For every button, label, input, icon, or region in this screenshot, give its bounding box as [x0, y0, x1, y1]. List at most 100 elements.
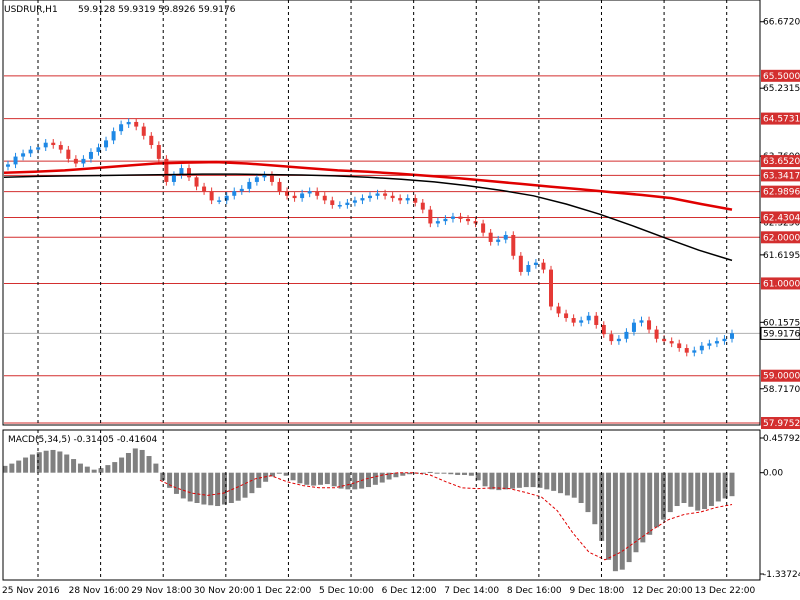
candle: [269, 175, 274, 182]
macd-tick-label: -1.33724: [763, 570, 800, 580]
macd-histogram-bar: [729, 472, 735, 497]
macd-histogram-bar: [674, 472, 680, 507]
macd-histogram-bar: [441, 472, 447, 474]
candle: [345, 202, 350, 206]
symbol-header: USDRUR,H1: [4, 5, 58, 15]
candle: [119, 124, 124, 132]
macd-histogram-bar: [187, 472, 193, 502]
macd-histogram-bar: [153, 463, 159, 473]
candle: [330, 200, 335, 206]
candle: [443, 218, 448, 222]
candle: [383, 193, 388, 196]
macd-histogram-bar: [23, 457, 29, 473]
macd-histogram-bar: [345, 472, 351, 490]
price-panel: [3, 75, 760, 424]
macd-tick-label: 0.45792: [763, 434, 800, 444]
macd-histogram-bar: [50, 449, 56, 473]
macd-histogram-bar: [77, 463, 83, 473]
macd-histogram-bar: [276, 472, 282, 474]
macd-histogram-bar: [654, 472, 660, 528]
macd-histogram-bar: [208, 472, 214, 506]
candle: [43, 142, 48, 148]
time-tick-label: 8 Dec 16:00: [507, 586, 562, 596]
price-tick-label: 65.2315: [763, 84, 800, 94]
level-label-text: 65.5000: [763, 72, 800, 82]
candle: [232, 191, 237, 196]
macd-histogram-bar: [173, 472, 179, 494]
macd-histogram-bar: [530, 472, 536, 488]
macd-histogram-bar: [640, 472, 646, 543]
candle: [239, 188, 244, 192]
candle: [511, 234, 516, 256]
ohlc-header: 59.9128 59.9319 59.8926 59.9176: [78, 5, 236, 15]
candle: [96, 147, 101, 152]
candle: [164, 158, 169, 182]
macd-histogram-bar: [434, 472, 440, 474]
candle: [398, 198, 403, 201]
candle: [66, 149, 71, 159]
macd-histogram-bar: [455, 472, 461, 475]
level-label: 65.5000: [761, 69, 800, 82]
candle: [428, 209, 433, 224]
candle: [714, 341, 719, 344]
macd-histogram-bar: [317, 472, 323, 485]
candle: [134, 121, 139, 127]
candle: [315, 191, 320, 196]
macd-histogram-bar: [221, 472, 227, 505]
candle: [300, 193, 305, 199]
current-price-label: 59.9176: [763, 329, 800, 339]
macd-histogram-bar: [386, 472, 392, 480]
macd-histogram-bar: [496, 472, 502, 491]
candle: [262, 175, 267, 178]
candle: [639, 320, 644, 323]
macd-histogram-bar: [283, 472, 289, 476]
candle: [466, 218, 471, 222]
ma-slow-line: [3, 173, 733, 262]
macd-histogram-bar: [633, 472, 639, 553]
macd-histogram-bar: [324, 472, 330, 485]
price-tick-label: 61.6195: [763, 251, 800, 261]
level-label-text: 62.0000: [763, 233, 800, 243]
candle: [149, 135, 154, 146]
macd-histogram-bar: [9, 463, 15, 473]
candle: [51, 142, 56, 146]
macd-histogram-bar: [228, 472, 234, 503]
candle: [684, 348, 689, 353]
macd-histogram-bar: [352, 472, 358, 490]
level-label-box: [761, 155, 800, 168]
candle: [202, 186, 207, 192]
candle: [601, 324, 606, 335]
candle: [36, 147, 41, 150]
candle: [496, 239, 501, 242]
level-label-text: 59.0000: [763, 372, 800, 382]
candle: [481, 223, 486, 233]
candle: [647, 320, 652, 330]
price-tick-label: 58.7170: [763, 385, 800, 395]
time-tick-label: 7 Dec 14:00: [444, 586, 499, 596]
macd-histogram-bar: [57, 451, 63, 473]
macd-histogram-bar: [29, 454, 35, 473]
time-tick-label: 5 Dec 10:00: [319, 586, 374, 596]
macd-histogram-bar: [503, 472, 509, 490]
macd-histogram-bar: [702, 472, 708, 510]
macd-histogram-bar: [523, 472, 529, 488]
macd-histogram-bar: [599, 472, 605, 541]
level-label-box: [761, 277, 800, 290]
level-label: 62.0000: [761, 231, 800, 244]
candle: [579, 320, 584, 323]
candle: [669, 341, 674, 344]
macd-histogram-bar: [647, 472, 653, 535]
candle: [171, 175, 176, 182]
candle: [707, 343, 712, 346]
candle: [254, 177, 259, 182]
macd-frame: [2, 429, 761, 581]
macd-histogram-bar: [585, 472, 591, 513]
time-tick-label: 9 Dec 18:00: [569, 586, 624, 596]
level-label: 63.6520: [761, 155, 800, 168]
macd-histogram-bar: [468, 472, 474, 476]
time-tick-label: 25 Nov 2016: [2, 586, 60, 596]
time-tick-label: 28 Nov 16:00: [69, 586, 130, 596]
macd-histogram-bar: [194, 472, 200, 503]
candle: [6, 164, 10, 167]
